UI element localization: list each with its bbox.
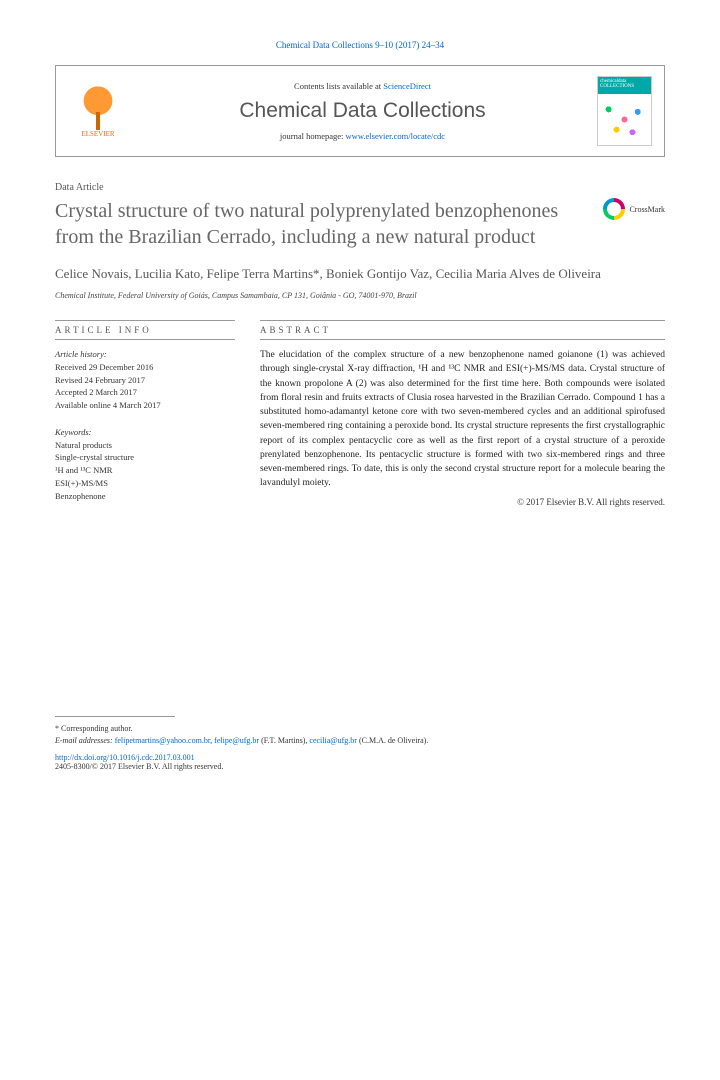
corresponding-author-note: * Corresponding author. E-mail addresses… [55,723,665,747]
history-label: Article history: [55,348,235,361]
journal-title: Chemical Data Collections [140,99,585,123]
email-name: (F.T. Martins), [261,736,307,745]
article-type: Data Article [55,182,665,193]
keywords-block: Keywords: Natural products Single-crysta… [55,426,235,503]
cover-label: chemicaldata COLLECTIONS [600,79,634,89]
abstract-copyright: © 2017 Elsevier B.V. All rights reserved… [260,497,665,507]
email-link[interactable]: cecilia@ufg.br [309,736,357,745]
email-label: E-mail addresses: [55,736,113,745]
crossmark-icon [603,198,625,220]
corr-label: * Corresponding author. [55,723,665,735]
abstract-column: ABSTRACT The elucidation of the complex … [260,320,665,516]
affiliation: Chemical Institute, Federal University o… [55,291,665,300]
keyword: Natural products [55,439,235,452]
elsevier-logo: ELSEVIER [68,76,128,146]
revised-date: Revised 24 February 2017 [55,374,235,387]
footer-separator [55,716,175,717]
keyword: Single-crystal structure [55,451,235,464]
sciencedirect-link[interactable]: ScienceDirect [383,81,431,91]
keyword: Benzophenone [55,490,235,503]
online-date: Available online 4 March 2017 [55,399,235,412]
homepage-link[interactable]: www.elsevier.com/locate/cdc [346,131,446,141]
journal-header-box: ELSEVIER Contents lists available at Sci… [55,65,665,157]
contents-prefix: Contents lists available at [294,81,383,91]
article-info-head: ARTICLE INFO [55,320,235,340]
authors: Celice Novais, Lucilia Kato, Felipe Terr… [55,265,665,283]
doi-link[interactable]: http://dx.doi.org/10.1016/j.cdc.2017.03.… [55,753,195,762]
doi-line: http://dx.doi.org/10.1016/j.cdc.2017.03.… [55,753,665,762]
keywords-label: Keywords: [55,426,235,439]
article-title: Crystal structure of two natural polypre… [55,198,588,250]
issn-line: 2405-8300/© 2017 Elsevier B.V. All right… [55,762,665,771]
email-link[interactable]: felipetmartins@yahoo.com.br [115,736,210,745]
abstract-head: ABSTRACT [260,320,665,340]
cover-dots-icon [598,94,651,145]
keyword: ¹H and ¹³C NMR [55,464,235,477]
journal-reference: Chemical Data Collections 9–10 (2017) 24… [55,40,665,50]
email-name: (C.M.A. de Oliveira). [359,736,428,745]
journal-cover-thumbnail: chemicaldata COLLECTIONS [597,76,652,146]
received-date: Received 29 December 2016 [55,361,235,374]
homepage-prefix: journal homepage: [280,131,346,141]
header-center: Contents lists available at ScienceDirec… [140,81,585,141]
contents-line: Contents lists available at ScienceDirec… [140,81,585,91]
email-link[interactable]: felipe@ufg.br [214,736,259,745]
article-history: Article history: Received 29 December 20… [55,348,235,412]
abstract-text: The elucidation of the complex structure… [260,348,665,491]
publisher-name: ELSEVIER [81,130,114,138]
crossmark-label: CrossMark [629,205,665,214]
article-info-column: ARTICLE INFO Article history: Received 2… [55,320,235,516]
crossmark-badge[interactable]: CrossMark [603,198,665,220]
keyword: ESI(+)-MS/MS [55,477,235,490]
elsevier-tree-icon [78,85,118,130]
homepage-line: journal homepage: www.elsevier.com/locat… [140,131,585,141]
accepted-date: Accepted 2 March 2017 [55,386,235,399]
